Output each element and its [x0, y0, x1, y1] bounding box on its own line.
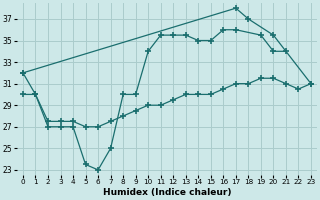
X-axis label: Humidex (Indice chaleur): Humidex (Indice chaleur)	[103, 188, 231, 197]
